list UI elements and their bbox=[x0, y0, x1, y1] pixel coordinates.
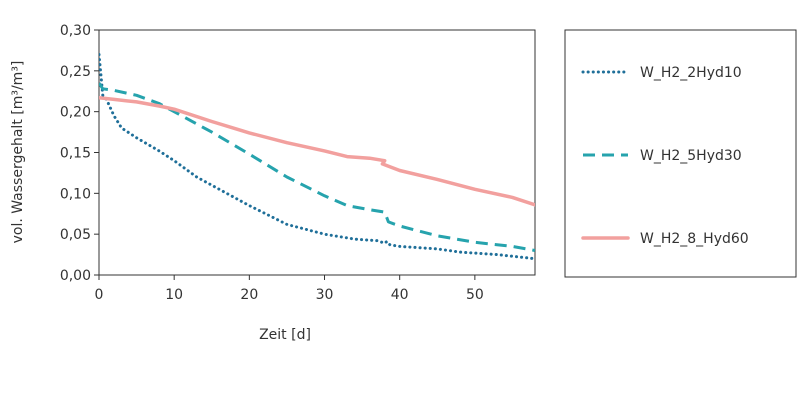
y-axis-title: vol. Wassergehalt [m³/m³] bbox=[10, 61, 26, 244]
x-tick-label: 40 bbox=[391, 287, 409, 303]
series-line-3 bbox=[99, 96, 535, 207]
legend-label-1: W_H2_2Hyd10 bbox=[640, 65, 742, 81]
y-tick-label: 0,05 bbox=[60, 227, 91, 243]
x-tick-label: 10 bbox=[165, 287, 183, 303]
legend-label-3: W_H2_8_Hyd60 bbox=[640, 231, 749, 247]
legend-label-2: W_H2_5Hyd30 bbox=[640, 148, 742, 164]
plot-area bbox=[98, 29, 536, 276]
y-tick-label: 0,15 bbox=[60, 146, 91, 162]
x-tick-label: 20 bbox=[240, 287, 258, 303]
series-line-1 bbox=[99, 53, 535, 261]
legend: W_H2_2Hyd10 W_H2_5Hyd30 W_H2_8_Hyd60 bbox=[564, 29, 797, 278]
series-layer bbox=[99, 53, 535, 261]
series-line-2 bbox=[99, 82, 535, 252]
y-tick-label: 0,25 bbox=[60, 64, 91, 80]
x-tick-label: 30 bbox=[316, 287, 334, 303]
axes-layer: 0,00 0,05 0,10 0,15 0,20 0,25 0,30 0 10 20 30 40 50 bbox=[60, 23, 484, 303]
y-tick-label: 0,00 bbox=[60, 268, 91, 284]
x-tick-label: 50 bbox=[466, 287, 484, 303]
x-axis-title: Zeit [d] bbox=[259, 327, 311, 343]
y-tick-label: 0,20 bbox=[60, 105, 91, 121]
plot-border bbox=[98, 29, 536, 276]
y-tick-label: 0,30 bbox=[60, 23, 91, 39]
x-tick-label: 0 bbox=[95, 287, 104, 303]
y-tick-label: 0,10 bbox=[60, 186, 91, 202]
